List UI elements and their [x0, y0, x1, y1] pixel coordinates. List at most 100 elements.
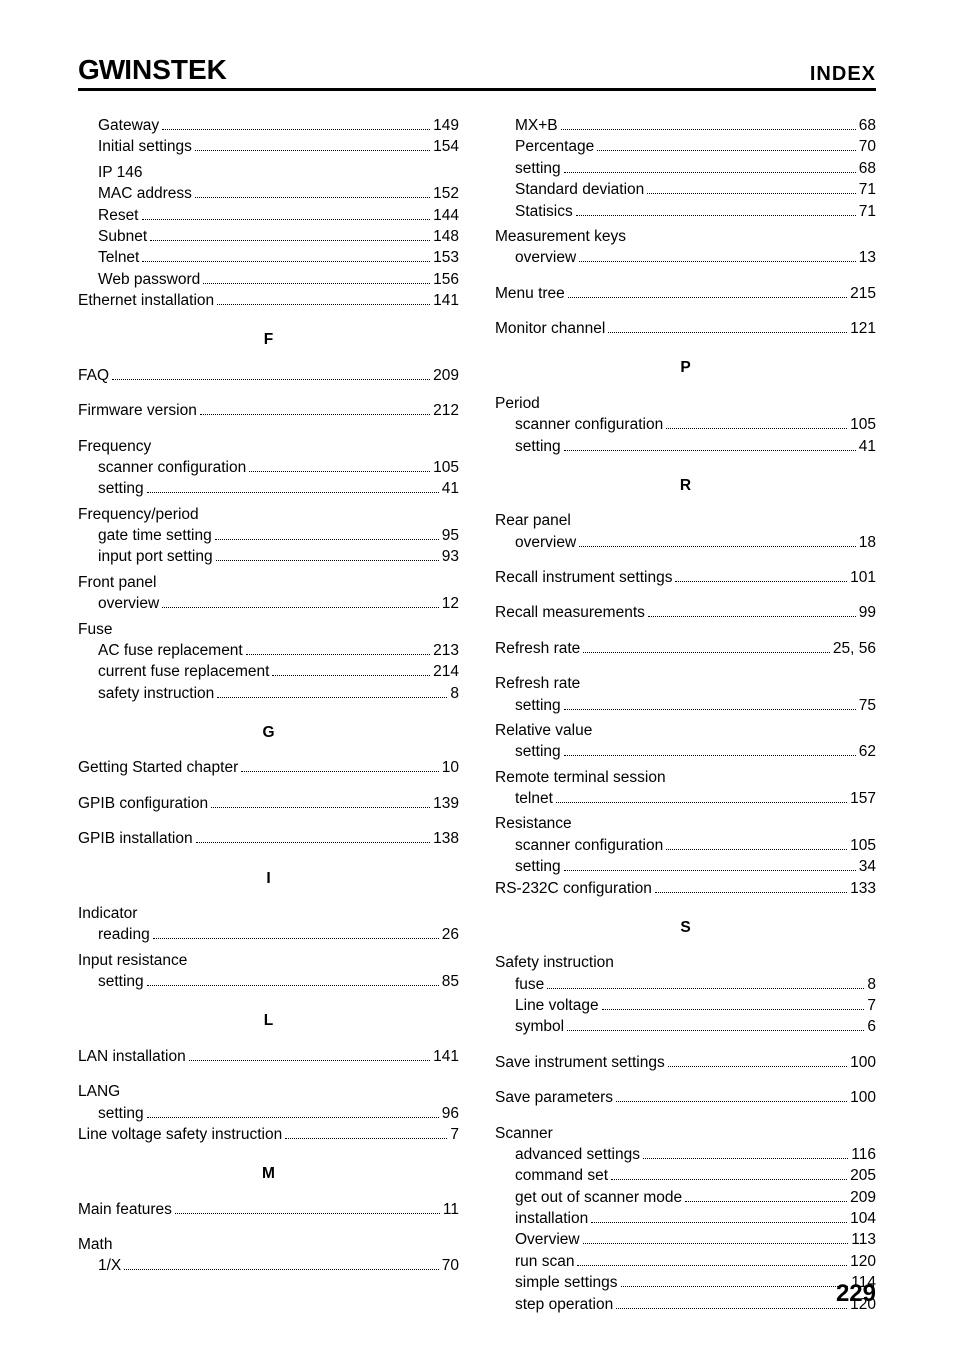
index-entry-label: overview	[515, 532, 576, 553]
index-column-left: Gateway149Initial settings154IP 146MAC a…	[78, 115, 459, 1315]
index-heading: Relative value	[495, 720, 876, 741]
index-entry-label: setting	[515, 856, 561, 877]
header: GWINSTEK INDEX	[78, 54, 876, 91]
index-entry-page: 96	[442, 1103, 459, 1124]
index-entry: Firmware version212	[78, 400, 459, 421]
index-entry: scanner configuration105	[495, 414, 876, 435]
index-entry-page: 12	[442, 593, 459, 614]
index-entry: Telnet153	[78, 247, 459, 268]
index-entry-page: 144	[433, 205, 459, 226]
index-heading-label: Frequency	[78, 436, 151, 457]
index-entry-label: Refresh rate	[495, 638, 580, 659]
index-entry: Initial settings154	[78, 136, 459, 157]
index-heading-label: Fuse	[78, 619, 112, 640]
index-columns: Gateway149Initial settings154IP 146MAC a…	[78, 115, 876, 1315]
index-entry: Line voltage7	[495, 995, 876, 1016]
index-entry: setting 68	[495, 158, 876, 179]
index-entry-page: 213	[433, 640, 459, 661]
index-entry-leader	[616, 1296, 847, 1309]
index-entry-label: setting	[515, 741, 561, 762]
index-heading: Math	[78, 1234, 459, 1255]
index-entry-leader	[685, 1189, 847, 1202]
index-entry-leader	[655, 880, 847, 893]
index-entry-page: 68	[859, 158, 876, 179]
logo-text-w: W	[99, 54, 124, 86]
index-entry-label: Line voltage safety instruction	[78, 1124, 282, 1145]
index-entry: Save instrument settings100	[495, 1052, 876, 1073]
index-section-letter: L	[78, 1010, 459, 1031]
index-entry-leader	[195, 186, 430, 199]
logo-text-instek: INSTEK	[124, 54, 227, 86]
index-heading-label: Indicator	[78, 903, 137, 924]
index-entry-leader	[576, 203, 856, 216]
index-entry-label: Percentage	[515, 136, 594, 157]
index-entry-page: 104	[850, 1208, 876, 1229]
index-entry-page: 153	[433, 247, 459, 268]
index-entry-label: 1/X	[98, 1255, 121, 1276]
index-entry-page: 25, 56	[833, 638, 876, 659]
page: GWINSTEK INDEX Gateway 149Initial setting…	[0, 0, 954, 1350]
index-entry-label: overview	[515, 247, 576, 268]
index-heading-label: Input resistance	[78, 950, 187, 971]
index-entry-leader	[246, 642, 430, 655]
index-entry: Reset144	[78, 205, 459, 226]
index-entry-page: 13	[859, 247, 876, 268]
index-entry-leader	[195, 139, 430, 152]
index-entry: RS-232C configuration 133	[495, 878, 876, 899]
index-entry: 1/X70	[78, 1255, 459, 1276]
index-entry: safety instruction8	[78, 683, 459, 704]
index-entry-page: 10	[442, 757, 459, 778]
index-entry-label: Web password	[98, 269, 200, 290]
index-entry-label: installation	[515, 1208, 588, 1229]
index-heading: Frequency	[78, 436, 459, 457]
index-entry-page: 93	[442, 546, 459, 567]
index-entry-leader	[568, 285, 847, 298]
index-entry: Menu tree215	[495, 283, 876, 304]
index-entry: Subnet148	[78, 226, 459, 247]
index-entry: fuse8	[495, 974, 876, 995]
index-entry: reading26	[78, 924, 459, 945]
index-entry: setting62	[495, 741, 876, 762]
index-entry-page: 141	[433, 1046, 459, 1067]
index-entry-label: RS-232C configuration	[495, 878, 652, 899]
index-entry: Line voltage safety instruction7	[78, 1124, 459, 1145]
index-entry: setting41	[495, 436, 876, 457]
index-entry-leader	[556, 790, 847, 803]
index-entry: current fuse replacement214	[78, 661, 459, 682]
page-number: 229	[836, 1280, 876, 1308]
index-entry-page: 11	[443, 1199, 459, 1220]
index-entry-page: 8	[867, 974, 876, 995]
index-entry: FAQ209	[78, 365, 459, 386]
index-entry-leader	[564, 744, 856, 757]
index-entry-leader	[564, 697, 856, 710]
index-heading: Indicator	[78, 903, 459, 924]
index-entry-label: Save instrument settings	[495, 1052, 665, 1073]
index-entry: setting 34	[495, 856, 876, 877]
index-entry-label: setting	[98, 478, 144, 499]
index-entry-leader	[616, 1090, 847, 1103]
index-entry-page: 34	[859, 856, 876, 877]
index-heading: Safety instruction	[495, 952, 876, 973]
index-heading: Period	[495, 393, 876, 414]
index-entry-page: 8	[450, 683, 459, 704]
index-entry-label: Gateway	[98, 115, 159, 136]
index-entry-leader	[211, 795, 430, 808]
index-entry-page: 133	[850, 878, 876, 899]
index-entry: symbol6	[495, 1016, 876, 1037]
index-entry-leader	[597, 139, 855, 152]
index-entry-leader	[547, 976, 864, 989]
index-heading-label: Math	[78, 1234, 112, 1255]
index-entry-label: telnet	[515, 788, 553, 809]
logo-text-g: G	[78, 54, 99, 86]
index-entry-page: 71	[859, 201, 876, 222]
index-entry: Overview113	[495, 1229, 876, 1250]
index-entry-page: 121	[850, 318, 876, 339]
index-heading-label: Safety instruction	[495, 952, 614, 973]
index-entry: Main features11	[78, 1199, 459, 1220]
index-entry-page: 149	[433, 115, 459, 136]
index-entry-leader	[196, 831, 431, 844]
index-entry-label: setting	[515, 158, 561, 179]
index-entry-label: input port setting	[98, 546, 213, 567]
index-entry-leader	[561, 117, 856, 130]
index-entry-label: symbol	[515, 1016, 564, 1037]
